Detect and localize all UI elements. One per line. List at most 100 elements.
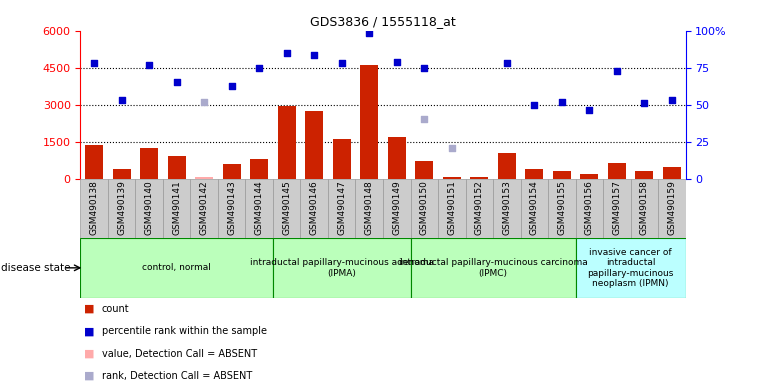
Point	[280, 50, 293, 56]
Text: percentile rank within the sample: percentile rank within the sample	[102, 326, 267, 336]
Bar	[223, 164, 241, 179]
Text: value, Detection Call = ABSENT: value, Detection Call = ABSENT	[102, 349, 257, 359]
Bar	[553, 170, 571, 179]
Bar	[470, 177, 488, 179]
Text: GSM490141: GSM490141	[172, 180, 182, 235]
Point	[198, 99, 211, 105]
Text: GSM490152: GSM490152	[475, 180, 484, 235]
Text: GSM490144: GSM490144	[255, 180, 264, 235]
Bar	[278, 106, 296, 179]
Bar	[250, 159, 268, 179]
Text: ■: ■	[84, 326, 95, 336]
Bar	[168, 156, 185, 179]
Bar	[388, 137, 406, 179]
Bar	[635, 170, 653, 179]
Text: GSM490159: GSM490159	[667, 180, 676, 235]
FancyBboxPatch shape	[273, 179, 300, 238]
Text: rank, Detection Call = ABSENT: rank, Detection Call = ABSENT	[102, 371, 252, 381]
Point	[391, 58, 403, 65]
Bar	[443, 177, 460, 179]
FancyBboxPatch shape	[273, 238, 411, 298]
Text: GSM490138: GSM490138	[90, 180, 99, 235]
Point	[253, 65, 265, 71]
FancyBboxPatch shape	[245, 179, 273, 238]
Bar	[608, 162, 626, 179]
Text: invasive cancer of
intraductal
papillary-mucinous
neoplasm (IPMN): invasive cancer of intraductal papillary…	[588, 248, 674, 288]
Text: GSM490149: GSM490149	[392, 180, 401, 235]
Bar	[140, 148, 158, 179]
Text: count: count	[102, 304, 129, 314]
FancyBboxPatch shape	[521, 179, 548, 238]
Point	[529, 102, 541, 108]
Bar	[525, 169, 543, 179]
FancyBboxPatch shape	[411, 238, 575, 298]
FancyBboxPatch shape	[438, 179, 466, 238]
Bar	[113, 169, 131, 179]
Bar	[360, 65, 378, 179]
Bar	[415, 161, 434, 179]
Text: GSM490143: GSM490143	[228, 180, 236, 235]
Point	[583, 106, 595, 113]
Bar	[663, 167, 681, 179]
Point	[666, 97, 678, 103]
FancyBboxPatch shape	[575, 179, 603, 238]
Point	[446, 145, 458, 151]
Bar	[498, 153, 516, 179]
Bar	[85, 145, 103, 179]
Point	[418, 65, 430, 71]
FancyBboxPatch shape	[493, 179, 521, 238]
Point	[88, 60, 100, 66]
Point	[308, 52, 320, 58]
FancyBboxPatch shape	[218, 179, 245, 238]
Text: GSM490155: GSM490155	[558, 180, 566, 235]
Text: GSM490158: GSM490158	[640, 180, 649, 235]
FancyBboxPatch shape	[548, 179, 575, 238]
Text: ■: ■	[84, 371, 95, 381]
FancyBboxPatch shape	[163, 179, 191, 238]
FancyBboxPatch shape	[411, 179, 438, 238]
Text: GSM490147: GSM490147	[337, 180, 346, 235]
Text: GSM490146: GSM490146	[309, 180, 319, 235]
Text: GSM490148: GSM490148	[365, 180, 374, 235]
Point	[555, 99, 568, 105]
Point	[171, 79, 183, 86]
Point	[363, 30, 375, 36]
FancyBboxPatch shape	[136, 179, 163, 238]
FancyBboxPatch shape	[658, 179, 686, 238]
Text: intraductal papillary-mucinous carcinoma
(IPMC): intraductal papillary-mucinous carcinoma…	[398, 258, 588, 278]
Text: GSM490145: GSM490145	[282, 180, 291, 235]
Text: GSM490156: GSM490156	[584, 180, 594, 235]
Text: GSM490151: GSM490151	[447, 180, 457, 235]
Text: GSM490153: GSM490153	[502, 180, 511, 235]
Point	[638, 100, 650, 106]
Bar	[306, 111, 323, 179]
FancyBboxPatch shape	[300, 179, 328, 238]
Text: GSM490139: GSM490139	[117, 180, 126, 235]
Point	[116, 97, 128, 103]
FancyBboxPatch shape	[191, 179, 218, 238]
FancyBboxPatch shape	[466, 179, 493, 238]
Text: GSM490150: GSM490150	[420, 180, 429, 235]
Text: GSM490140: GSM490140	[145, 180, 154, 235]
Point	[611, 68, 623, 74]
FancyBboxPatch shape	[603, 179, 630, 238]
FancyBboxPatch shape	[108, 179, 136, 238]
FancyBboxPatch shape	[383, 179, 411, 238]
FancyBboxPatch shape	[80, 179, 108, 238]
Text: GSM490154: GSM490154	[530, 180, 538, 235]
Bar	[332, 139, 351, 179]
Point	[418, 116, 430, 122]
Bar	[581, 174, 598, 179]
FancyBboxPatch shape	[328, 179, 355, 238]
Point	[501, 60, 513, 66]
Text: ■: ■	[84, 304, 95, 314]
Text: ■: ■	[84, 349, 95, 359]
Text: control, normal: control, normal	[142, 263, 211, 272]
Point	[336, 60, 348, 66]
Text: intraductal papillary-mucinous adenoma
(IPMA): intraductal papillary-mucinous adenoma (…	[250, 258, 434, 278]
FancyBboxPatch shape	[355, 179, 383, 238]
Point	[143, 62, 155, 68]
Bar	[195, 177, 213, 179]
Text: GSM490142: GSM490142	[200, 180, 208, 235]
Point	[226, 83, 238, 89]
